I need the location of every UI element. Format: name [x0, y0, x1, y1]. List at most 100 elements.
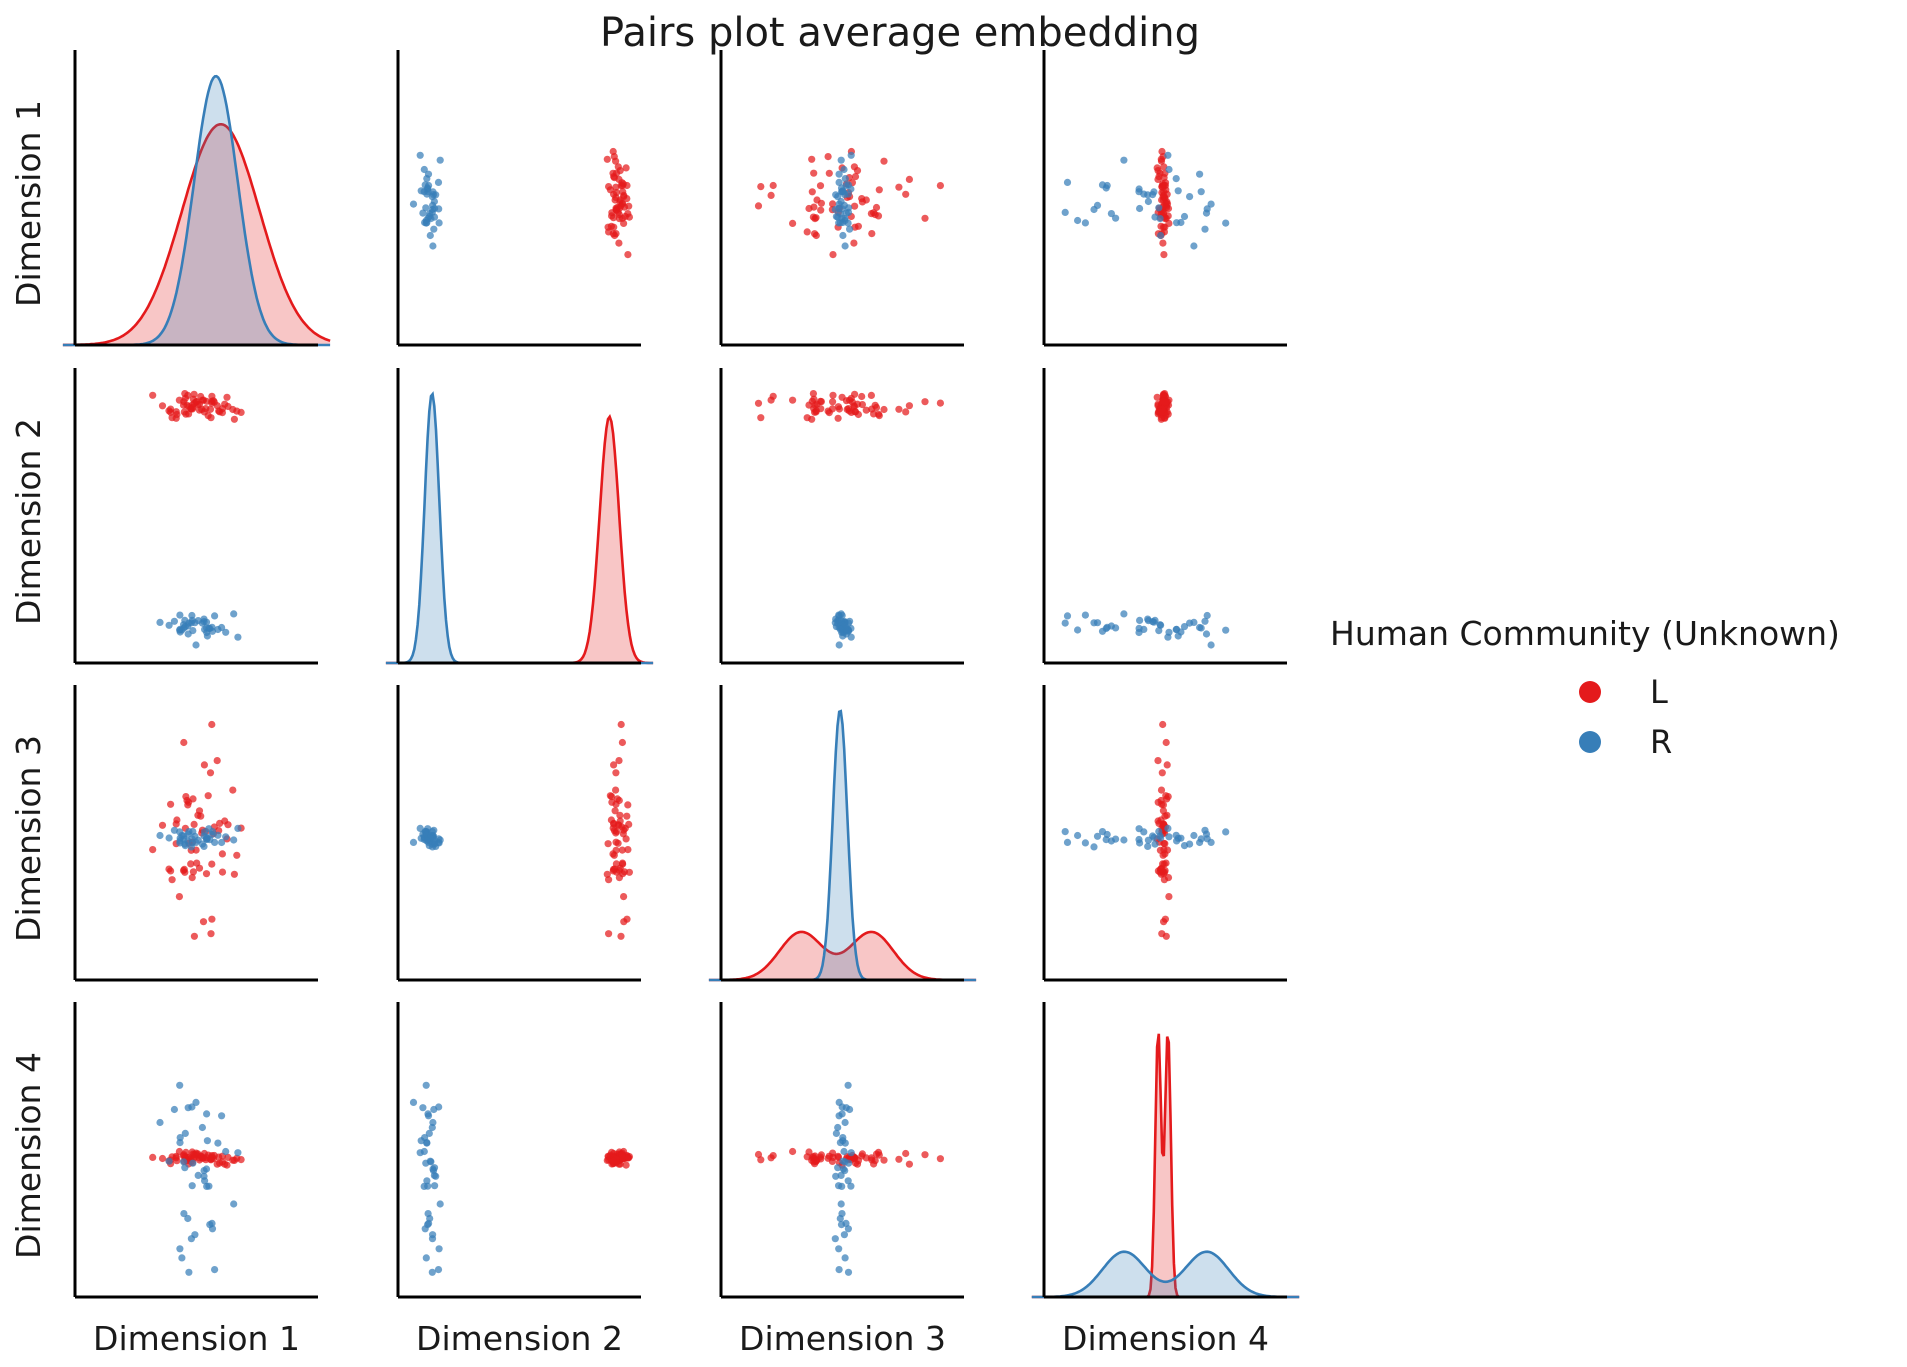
- scatter-point-l: [858, 392, 866, 401]
- scatter-point-l: [757, 183, 765, 191]
- scatter-point-l: [610, 173, 618, 181]
- scatter-point-r: [428, 208, 436, 216]
- scatter-point-r: [1061, 619, 1069, 627]
- scatter-point-r: [1164, 824, 1172, 833]
- scatter-point-r: [188, 1182, 196, 1190]
- scatter-point-r: [202, 1165, 211, 1173]
- scatter-point-r: [1135, 825, 1143, 833]
- scatter-point-r: [421, 181, 429, 189]
- scatter-point-r: [1135, 185, 1143, 193]
- scatter-point-l: [754, 202, 763, 210]
- scatter-point-l: [603, 1156, 611, 1164]
- scatter-point-l: [202, 397, 211, 405]
- scatter-point-r: [419, 209, 427, 217]
- scatter-point-l: [618, 859, 627, 867]
- scatter-point-r: [1112, 835, 1120, 843]
- scatter-point-r: [832, 212, 841, 221]
- scatter-point-l: [1155, 173, 1163, 181]
- scatter-point-l: [838, 393, 846, 401]
- scatter-point-l: [192, 398, 200, 406]
- scatter-point-l: [867, 210, 876, 218]
- scatter-point-l: [921, 398, 929, 406]
- scatter-point-r: [409, 200, 418, 208]
- scatter-point-l: [1157, 786, 1166, 794]
- scatter-point-r: [434, 178, 443, 186]
- scatter-point-l: [175, 893, 183, 901]
- panel-dimension-1-vs-dimension-4: [1042, 50, 1287, 347]
- scatter-point-r: [429, 1165, 437, 1173]
- scatter-point-l: [618, 1151, 627, 1159]
- scatter-point-r: [1165, 833, 1173, 841]
- scatter-point-l: [789, 1147, 797, 1156]
- scatter-point-l: [165, 865, 173, 873]
- scatter-point-l: [149, 846, 157, 854]
- scatter-point-l: [207, 414, 215, 422]
- panel-dimension-3-vs-dimension-4: [1042, 685, 1287, 982]
- scatter-point-r: [1155, 827, 1163, 836]
- scatter-point-r: [839, 231, 847, 240]
- panel-dimension-2-vs-dimension-3: [719, 368, 964, 665]
- scatter-point-r: [1135, 624, 1143, 633]
- scatter-point-l: [1158, 147, 1166, 156]
- scatter-point-r: [1165, 628, 1173, 636]
- scatter-point-l: [1159, 239, 1167, 247]
- scatter-point-l: [615, 239, 623, 247]
- scatter-point-r: [1201, 826, 1209, 834]
- scatter-point-r: [181, 1129, 189, 1137]
- scatter-point-r: [835, 641, 843, 649]
- scatter-point-l: [609, 865, 618, 874]
- scatter-point-l: [158, 1154, 167, 1163]
- scatter-point-l: [870, 1160, 878, 1168]
- scatter-point-l: [1156, 408, 1165, 416]
- scatter-point-l: [616, 811, 624, 819]
- scatter-point-r: [185, 619, 193, 627]
- scatter-point-r: [1197, 624, 1205, 632]
- scatter-point-r: [170, 1105, 178, 1114]
- scatter-point-r: [1222, 626, 1230, 634]
- scatter-point-r: [1172, 175, 1180, 183]
- panel-dimension-4-vs-dimension-1: [73, 1002, 318, 1299]
- scatter-point-l: [895, 405, 903, 413]
- x-label-dimension-1: Dimension 1: [93, 1319, 300, 1358]
- scatter-point-l: [190, 1154, 198, 1162]
- scatter-point-l: [620, 893, 628, 901]
- scatter-point-r: [1150, 618, 1158, 626]
- scatter-point-r: [1144, 617, 1152, 625]
- scatter-point-r: [837, 1200, 845, 1208]
- scatter-point-l: [610, 190, 618, 198]
- scatter-point-l: [1162, 859, 1170, 867]
- scatter-point-r: [430, 1105, 438, 1114]
- scatter-point-l: [603, 155, 611, 163]
- scatter-point-l: [870, 410, 878, 418]
- scatter-point-r: [423, 1177, 431, 1185]
- scatter-point-r: [839, 632, 847, 640]
- scatter-point-l: [1162, 738, 1170, 747]
- scatter-point-r: [203, 1110, 211, 1118]
- scatter-point-r: [1156, 215, 1164, 223]
- scatter-point-r: [1136, 204, 1144, 213]
- scatter-point-r: [844, 181, 853, 189]
- panel-dimension-4-vs-dimension-2: [396, 1002, 641, 1299]
- scatter-point-r: [1120, 610, 1128, 618]
- panel-dimension-1-vs-dimension-2: [396, 50, 641, 347]
- scatter-point-l: [874, 1148, 883, 1156]
- scatter-point-r: [194, 1171, 202, 1179]
- scatter-point-r: [847, 1182, 855, 1190]
- scatter-point-r: [208, 1225, 217, 1233]
- scatter-point-l: [188, 874, 196, 882]
- scatter-point-r: [844, 1268, 853, 1276]
- scatter-point-r: [165, 1157, 173, 1165]
- scatter-point-r: [844, 1177, 852, 1185]
- scatter-point-l: [184, 801, 192, 809]
- scatter-point-r: [430, 225, 438, 233]
- scatter-point-r: [1190, 242, 1198, 250]
- scatter-point-r: [176, 1081, 184, 1089]
- scatter-point-r: [230, 836, 238, 844]
- scatter-point-l: [618, 823, 626, 831]
- scatter-point-r: [230, 1200, 238, 1208]
- scatter-point-l: [158, 402, 167, 410]
- scatter-point-r: [436, 1200, 444, 1208]
- scatter-point-l: [206, 1155, 215, 1163]
- scatter-point-r: [844, 619, 853, 627]
- scatter-point-l: [194, 811, 202, 819]
